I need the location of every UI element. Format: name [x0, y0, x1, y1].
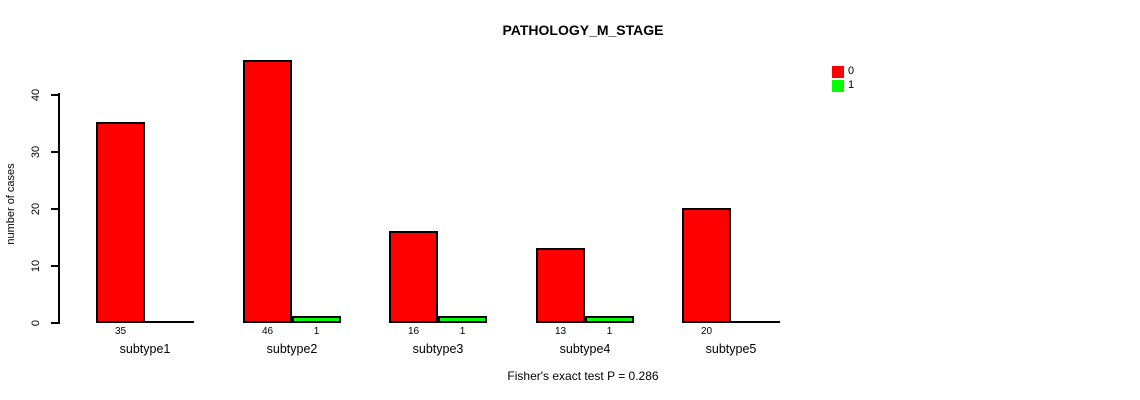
bar-value-label: 13 — [554, 326, 567, 337]
chart-title: PATHOLOGY_M_STAGE — [502, 22, 664, 38]
y-tick-label: 0 — [30, 319, 42, 327]
y-axis-tick — [51, 94, 58, 96]
y-axis-label: number of cases — [5, 163, 17, 245]
legend-swatch-1 — [832, 80, 844, 92]
y-tick-label: 40 — [30, 88, 42, 102]
bar-value-label: 46 — [261, 326, 274, 337]
y-tick-label: 20 — [30, 202, 42, 216]
bar-value-label: 20 — [700, 326, 713, 337]
y-axis-line — [58, 93, 60, 324]
x-category-label: subtype4 — [559, 342, 611, 356]
group-baseline — [536, 321, 634, 323]
group-baseline — [96, 321, 194, 323]
x-category-label: subtype3 — [412, 342, 464, 356]
bar-series-0 — [243, 60, 292, 323]
bar-series-0 — [536, 248, 585, 323]
legend-label: 0 — [848, 65, 855, 77]
bar-value-label: 1 — [313, 326, 320, 337]
y-tick-label: 10 — [30, 259, 42, 273]
y-axis-tick — [51, 151, 58, 153]
bar-series-0 — [682, 208, 731, 323]
y-tick-label: 30 — [30, 145, 42, 159]
legend-label: 1 — [848, 79, 855, 91]
y-axis-tick — [51, 208, 58, 210]
bar-series-0 — [389, 231, 438, 323]
stat-annotation: Fisher's exact test P = 0.286 — [507, 369, 659, 383]
group-baseline — [243, 321, 341, 323]
bar-series-0 — [96, 122, 145, 323]
x-category-label: subtype1 — [119, 342, 171, 356]
legend-swatch-0 — [832, 66, 844, 78]
y-axis-tick — [51, 322, 58, 324]
bar-value-label: 1 — [606, 326, 613, 337]
bar-value-label: 35 — [114, 326, 127, 337]
group-baseline — [682, 321, 780, 323]
y-axis-tick — [51, 265, 58, 267]
group-baseline — [389, 321, 487, 323]
bar-value-label: 16 — [407, 326, 420, 337]
bar-value-label: 1 — [459, 326, 466, 337]
x-category-label: subtype2 — [266, 342, 318, 356]
x-category-label: subtype5 — [705, 342, 757, 356]
